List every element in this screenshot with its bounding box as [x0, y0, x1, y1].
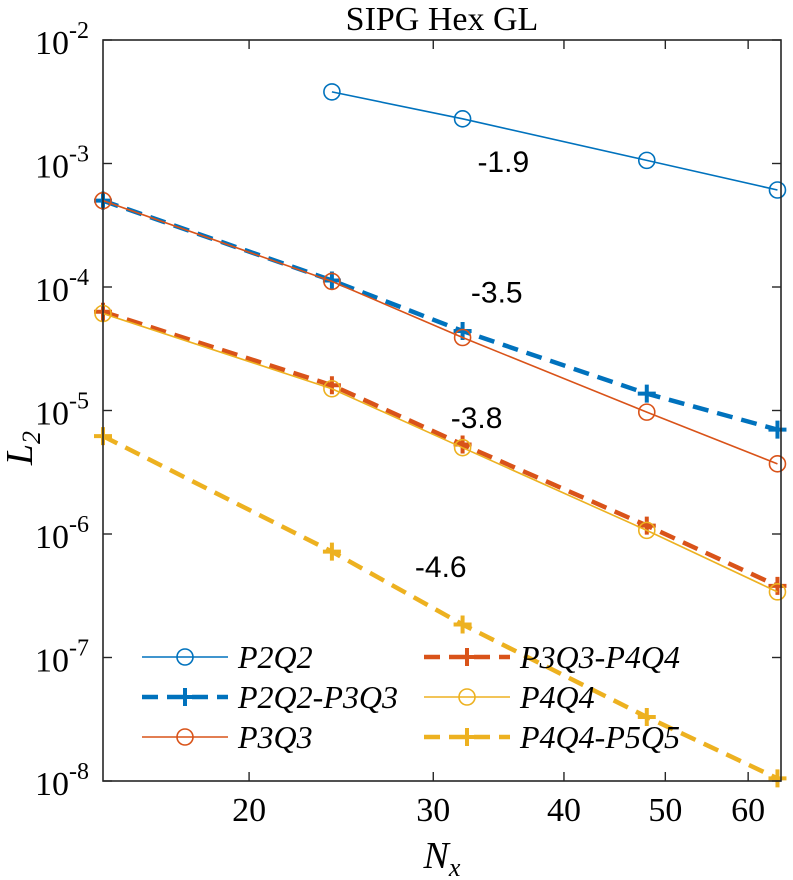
y-axis-title: L2 [0, 431, 46, 466]
legend-entry: P4Q4 [424, 679, 595, 715]
y-axis-title-sub: 2 [17, 431, 46, 444]
series-line [102, 312, 778, 593]
y-tick-label: 10-8 [35, 759, 89, 803]
circle-marker [176, 728, 194, 746]
circle-marker [637, 521, 656, 540]
circle-marker [768, 583, 787, 601]
legend-entry: P2Q2-P3Q3 [142, 679, 398, 715]
series-layer [94, 83, 787, 788]
circle-marker [176, 648, 194, 666]
plot-frame [102, 39, 782, 782]
circle-marker [323, 83, 341, 101]
legend-label: P2Q2-P3Q3 [237, 679, 398, 715]
x-axis-title: Nx [423, 835, 461, 880]
x-tick-label: 60 [731, 792, 765, 829]
plus-marker [453, 615, 472, 634]
y-tick-base: 10 [35, 25, 69, 62]
plus-marker [637, 707, 656, 726]
plus-marker [458, 648, 476, 666]
circle-marker [768, 181, 787, 199]
circle-marker [453, 438, 472, 457]
slope-label: -4.6 [415, 551, 467, 584]
slope-annotations: -1.9 -3.5 -3.8 -4.6 [415, 146, 529, 584]
circle-marker [637, 403, 656, 421]
legend-label: P4Q4-P5Q5 [519, 719, 680, 755]
y-tick-base: 10 [35, 643, 69, 680]
chart-title: SIPG Hex GL [346, 1, 539, 38]
circle-marker [453, 328, 472, 347]
legend-label: P3Q3-P4Q4 [519, 639, 680, 675]
x-tick-label: 30 [416, 792, 450, 829]
circle-marker [637, 151, 656, 170]
y-tick-label: 10-2 [35, 18, 89, 62]
y-tick-exponent: -4 [69, 265, 89, 291]
legend-entry: P3Q3-P4Q4 [424, 639, 680, 675]
slope-label: -3.8 [451, 402, 503, 435]
y-tick-label: 10-5 [35, 389, 89, 433]
circle-marker [768, 455, 787, 473]
x-tick-label: 20 [232, 792, 266, 829]
circle-marker [323, 379, 341, 398]
x-tick-labels: 20 30 40 50 60 [232, 792, 765, 829]
slope-label: -1.9 [477, 146, 529, 179]
series-line [331, 91, 778, 191]
y-tick-base: 10 [35, 766, 69, 803]
y-tick-base: 10 [35, 519, 69, 556]
circle-marker [458, 688, 476, 706]
y-axis-title-base: L [0, 444, 41, 466]
legend-entry: P3Q3 [142, 719, 313, 755]
legend-label: P4Q4 [519, 679, 595, 715]
x-axis-title-base: N [423, 835, 452, 877]
series-line [102, 199, 778, 465]
legend-entry: P4Q4-P5Q5 [424, 719, 680, 755]
legend: P2Q2 P2Q2-P3Q3 P3Q3 P3Q3-P4Q4 P4Q4 P4Q4-P5Q5 [142, 639, 680, 755]
plus-marker [322, 376, 341, 395]
y-tick-exponent: -8 [69, 759, 89, 785]
plus-marker [176, 688, 194, 706]
x-tick-label: 50 [648, 792, 682, 829]
y-tick-base: 10 [35, 396, 69, 433]
circle-marker [323, 272, 341, 291]
series-p2q2 [323, 83, 787, 199]
plot-area [94, 39, 787, 788]
plus-marker [322, 542, 341, 561]
legend-label: P3Q3 [237, 719, 313, 755]
slope-label: -3.5 [471, 276, 523, 309]
y-tick-label: 10-6 [35, 512, 89, 556]
plus-marker [768, 769, 787, 788]
y-tick-label: 10-7 [35, 636, 89, 680]
circle-marker [453, 110, 472, 128]
legend-entry: P2Q2 [142, 639, 313, 675]
y-tick-exponent: -3 [69, 142, 89, 168]
y-tick-base: 10 [35, 272, 69, 309]
y-tick-exponent: -7 [69, 636, 89, 662]
plus-marker [322, 271, 341, 290]
y-tick-labels: 10-810-710-610-510-410-310-2 [35, 18, 89, 803]
y-tick-label: 10-4 [35, 265, 89, 309]
y-tick-label: 10-3 [35, 142, 89, 186]
plus-marker [458, 728, 476, 746]
y-tick-exponent: -6 [69, 512, 89, 538]
y-tick-base: 10 [35, 149, 69, 186]
plus-marker [768, 420, 787, 439]
x-axis-title-sub: x [448, 853, 461, 880]
plus-marker [637, 384, 656, 403]
legend-label: P2Q2 [237, 639, 313, 675]
x-tick-label: 40 [547, 792, 581, 829]
y-tick-exponent: -2 [69, 18, 89, 44]
y-tick-exponent: -5 [69, 389, 89, 415]
